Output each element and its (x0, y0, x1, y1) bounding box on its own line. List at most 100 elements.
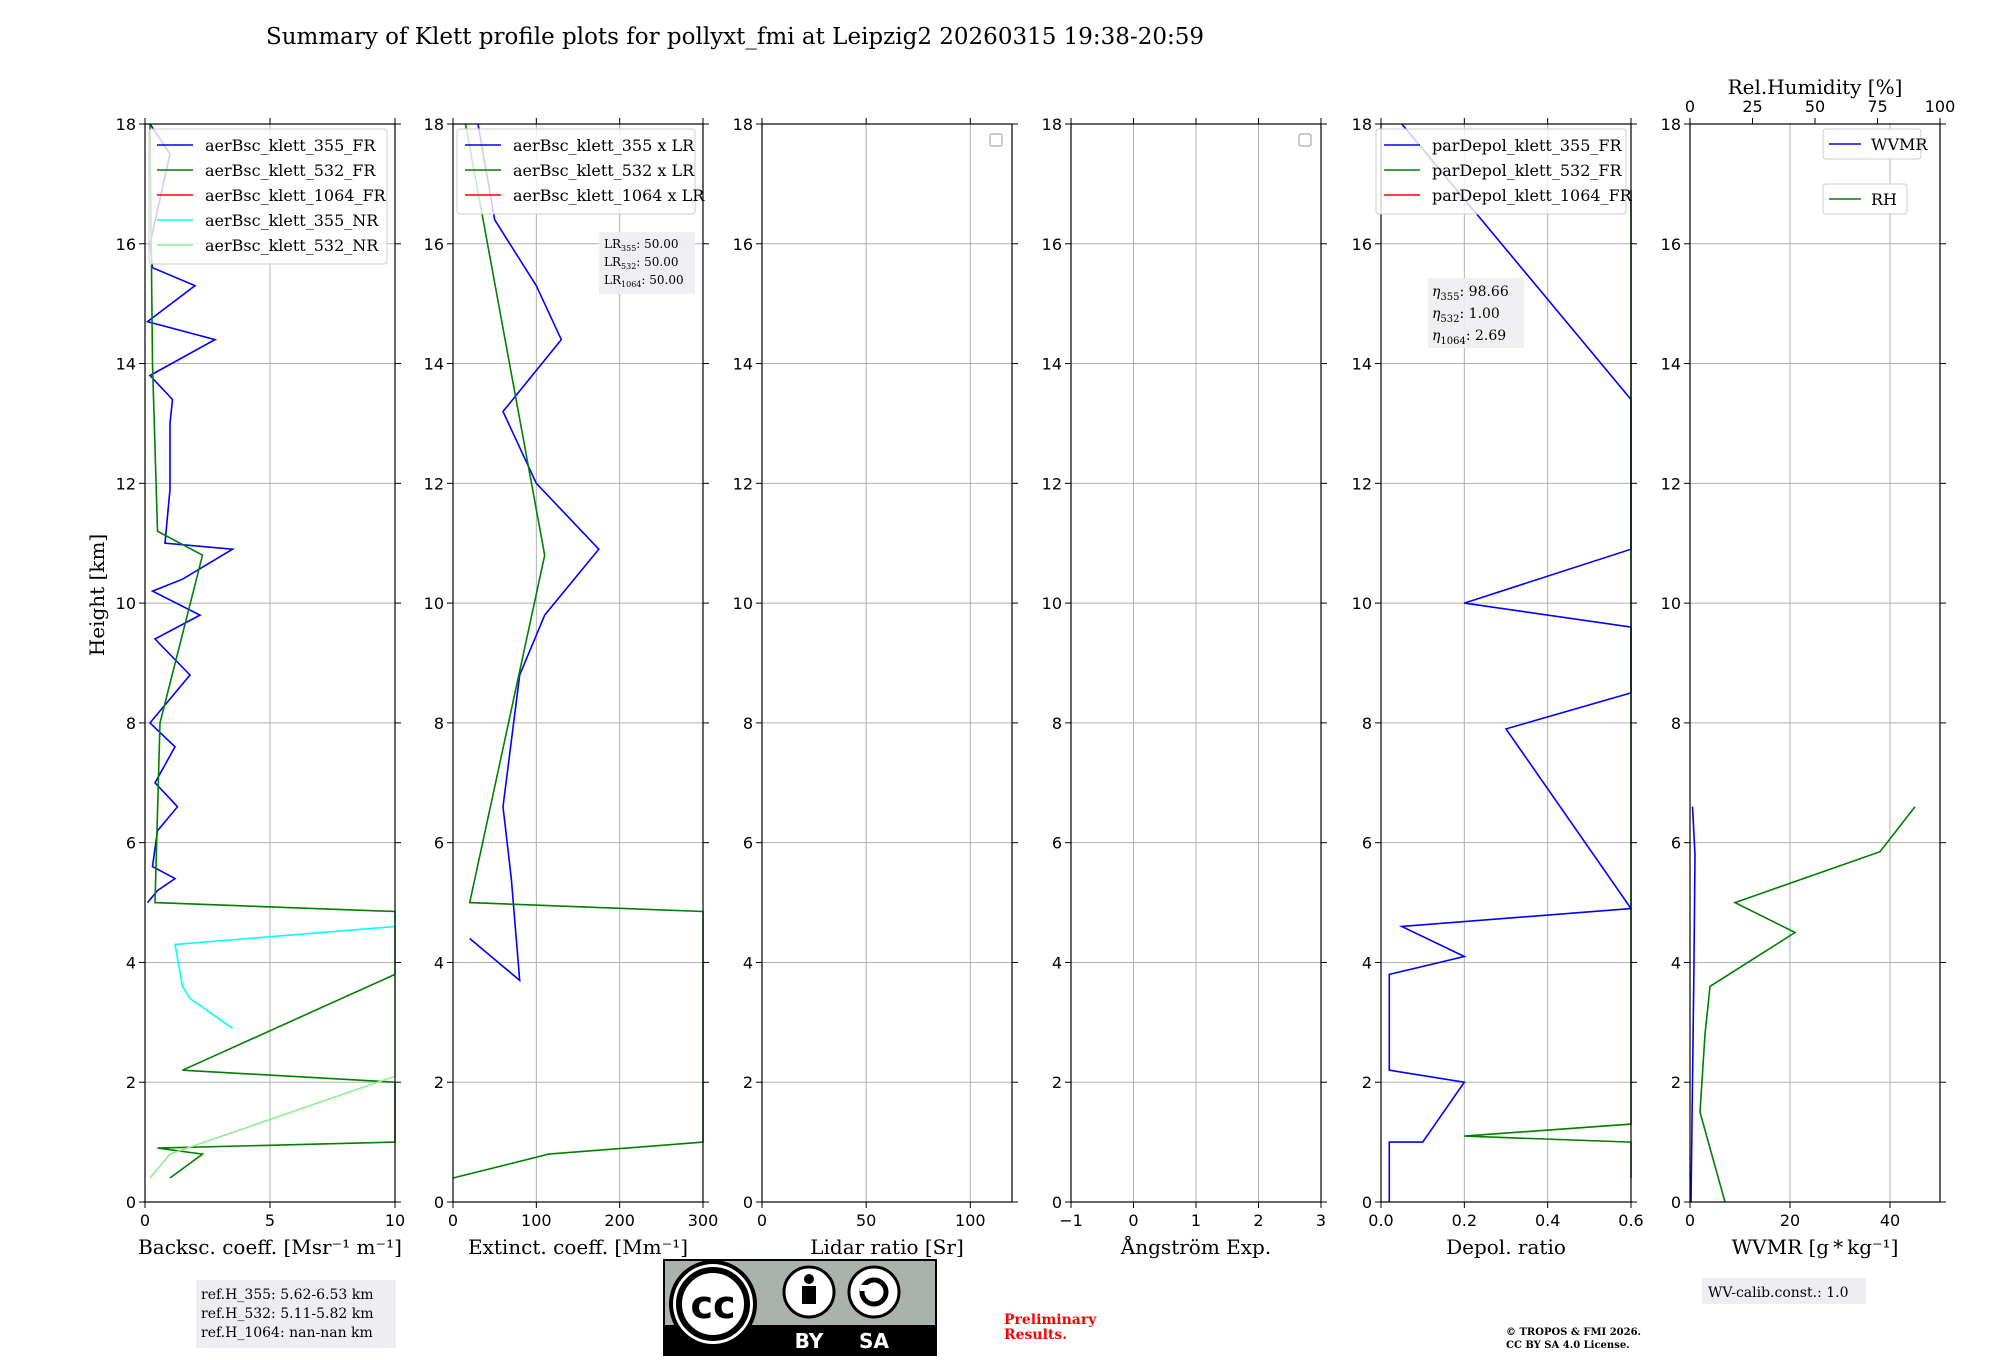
series-aerBsc_klett_355_FR (145, 123, 236, 904)
axes-frame (1689, 123, 1941, 1203)
y-tick-label: 4 (1671, 953, 1681, 972)
y-tick-label: 12 (116, 474, 136, 493)
preliminary-note: Preliminary Results. (1004, 1312, 1097, 1343)
y-tick-label: 6 (126, 834, 136, 853)
x-axis-label: Lidar ratio [Sr] (810, 1235, 964, 1259)
svg-text:Preliminary: Preliminary (1004, 1312, 1097, 1328)
svg-text:η532: 1.00: η532: 1.00 (1432, 306, 1500, 325)
panel-depol: 0 2 4 6 8 10 12 14 16 18 0.0 0.2 0.4 0.6 Depol. ratio p… (1352, 115, 1644, 1259)
svg-text:ref.H_532: 5.11-5.82 km: ref.H_532: 5.11-5.82 km (201, 1306, 374, 1322)
x-tick-label: 2 (1253, 1211, 1263, 1230)
y-tick-label: 10 (1352, 594, 1372, 613)
legend-label: WVMR (1871, 135, 1928, 154)
y-tick-label: 0 (1671, 1193, 1681, 1212)
legend-box (1375, 128, 1627, 215)
legend-label: aerBsc_klett_1064 x LR (513, 186, 705, 205)
figure-title: Summary of Klett profile plots for polly… (266, 24, 1204, 50)
svg-text:CC BY SA 4.0 License.: CC BY SA 4.0 License. (1506, 1340, 1630, 1351)
y-tick-label: 18 (424, 115, 444, 134)
y-tick-label: 2 (1362, 1073, 1372, 1092)
x-tick-label: 10 (385, 1211, 405, 1230)
x-tick-label: 0 (1128, 1211, 1138, 1230)
y-tick-label: 8 (1362, 714, 1372, 733)
empty-legend (989, 133, 1003, 147)
y-tick-label: 14 (116, 355, 136, 374)
share-alike-icon (847, 1265, 901, 1319)
y-tick-label: 6 (1362, 834, 1372, 853)
legend-box (1822, 183, 1908, 215)
x-tick-label: 5 (265, 1211, 275, 1230)
x-axis-label: Extinct. coeff. [Mm⁻¹] (468, 1235, 688, 1259)
x-tick-label: 0 (140, 1211, 150, 1230)
y-tick-label: 8 (126, 714, 136, 733)
y-tick-label: 16 (1042, 235, 1062, 254)
y-tick-label: 8 (743, 714, 753, 733)
y-tick-label: 16 (116, 235, 136, 254)
y-tick-label: 14 (1661, 355, 1681, 374)
x-tick-label: 50 (856, 1211, 876, 1230)
x-axis-label: Backsc. coeff. [Msr⁻¹ m⁻¹] (138, 1235, 402, 1259)
lidar-ratio-box: LR355: 50.00 LR532: 50.00 LR1064: 50.00 (599, 232, 695, 294)
eta-box: η355: 98.66 η532: 1.00 η1064: 2.69 (1428, 278, 1524, 348)
y-tick-label: 12 (1661, 474, 1681, 493)
axes-frame (452, 123, 704, 1203)
y-tick-label: 2 (434, 1073, 444, 1092)
top-x-tick-label: 25 (1742, 97, 1762, 116)
y-tick-label: 18 (116, 115, 136, 134)
svg-text:ref.H_355: 5.62-6.53 km: ref.H_355: 5.62-6.53 km (201, 1287, 374, 1303)
top-x-tick-label: 100 (1925, 97, 1956, 116)
y-tick-label: 16 (424, 235, 444, 254)
top-x-axis-label: Rel.Humidity [%] (1728, 75, 1903, 99)
y-tick-label: 18 (1661, 115, 1681, 134)
panel-lr: 0 2 4 6 8 10 12 14 16 18 0 50 100 Lidar ratio [Sr] (733, 115, 1018, 1259)
x-tick-label: 0 (448, 1211, 458, 1230)
y-tick-label: 12 (1352, 474, 1372, 493)
y-tick-label: 8 (1671, 714, 1681, 733)
y-tick-label: 12 (424, 474, 444, 493)
svg-text:ref.H_1064: nan-nan km: ref.H_1064: nan-nan km (201, 1325, 373, 1341)
svg-text:LR1064: 50.00: LR1064: 50.00 (604, 273, 684, 289)
y-tick-label: 8 (434, 714, 444, 733)
legend-box (148, 128, 388, 265)
x-tick-label: −1 (1059, 1211, 1083, 1230)
y-tick-label: 0 (434, 1193, 444, 1212)
y-tick-label: 14 (424, 355, 444, 374)
y-tick-label: 2 (743, 1073, 753, 1092)
svg-text:© TROPOS & FMI 2026.: © TROPOS & FMI 2026. (1506, 1327, 1641, 1338)
y-tick-label: 2 (1052, 1073, 1062, 1092)
x-tick-label: 0.2 (1452, 1211, 1477, 1230)
legend-label: aerBsc_klett_355_FR (205, 136, 376, 155)
series-RH (1699, 806, 1916, 1203)
y-axis-label: Height [km] (85, 534, 109, 656)
panel-bsc: 0 2 4 6 8 10 12 14 16 18 0 5 10 Backsc. coeff. [Msr⁻¹… (116, 115, 406, 1259)
reference-height-box: ref.H_355: 5.62-6.53 km ref.H_532: 5.11-… (196, 1280, 396, 1348)
legend-wv: WVMR RH (1822, 128, 1928, 215)
y-tick-label: 18 (1352, 115, 1372, 134)
legend-box (1822, 128, 1922, 160)
legend-label: aerBsc_klett_355_NR (205, 211, 379, 230)
svg-text:SA: SA (859, 1329, 889, 1353)
y-tick-label: 2 (1671, 1073, 1681, 1092)
y-tick-label: 10 (116, 594, 136, 613)
svg-text:LR532: 50.00: LR532: 50.00 (604, 255, 679, 271)
top-x-tick-label: 50 (1805, 97, 1825, 116)
svg-text:η1064: 2.69: η1064: 2.69 (1432, 328, 1506, 347)
x-tick-label: 1 (1191, 1211, 1201, 1230)
x-tick-label: 300 (688, 1211, 719, 1230)
x-tick-label: 0.6 (1618, 1211, 1643, 1230)
y-tick-label: 0 (126, 1193, 136, 1212)
x-tick-label: 0.0 (1368, 1211, 1393, 1230)
x-tick-label: 0.4 (1535, 1211, 1560, 1230)
series-aerBsc_klett_355_NR (174, 911, 396, 1029)
y-tick-label: 2 (126, 1073, 136, 1092)
x-tick-label: 0 (1685, 1211, 1695, 1230)
y-tick-label: 16 (1352, 235, 1372, 254)
legend-label: aerBsc_klett_355 x LR (513, 136, 695, 155)
legend-label: aerBsc_klett_532 x LR (513, 161, 695, 180)
legend-label: parDepol_klett_1064_FR (1432, 186, 1633, 205)
series-aerBsc_klett_355 x LR (469, 123, 600, 983)
legend-label: aerBsc_klett_1064_FR (205, 186, 387, 205)
